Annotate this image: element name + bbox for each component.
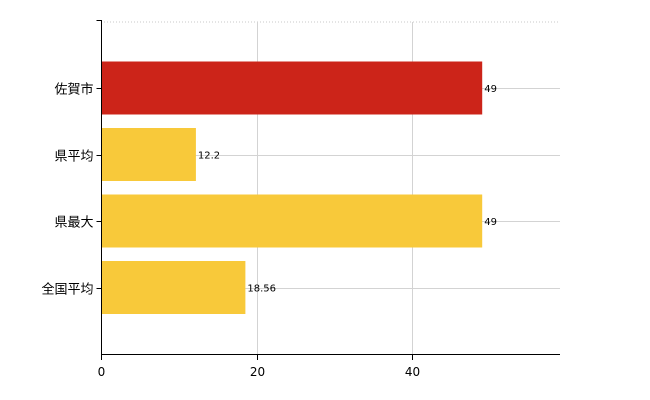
category-label: 全国平均	[41, 282, 93, 298]
axis-layer	[96, 20, 560, 360]
x-tick-label: 20	[250, 365, 265, 379]
x-tick-label: 40	[405, 365, 420, 379]
bar	[101, 261, 246, 314]
category-label: 県平均	[54, 150, 93, 165]
data-label: 49	[484, 217, 497, 228]
category-label: 佐賀市	[54, 82, 93, 98]
bar	[101, 61, 483, 115]
data-label: 18.56	[247, 284, 276, 295]
bar	[101, 128, 196, 181]
category-label: 県最大	[54, 216, 93, 231]
bar	[101, 194, 483, 248]
data-label: 49	[484, 84, 497, 95]
bar-layer	[101, 61, 483, 314]
x-tick-label: 0	[98, 365, 106, 379]
data-label: 12.2	[198, 151, 220, 162]
